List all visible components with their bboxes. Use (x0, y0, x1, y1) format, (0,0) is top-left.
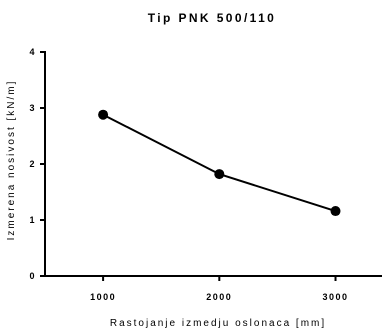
y-axis-label: Izmerena nosivost [kN/m] (6, 80, 17, 241)
x-tick-label: 2000 (206, 292, 232, 302)
y-tick-label: 3 (29, 103, 36, 113)
x-ticks: 1000 2000 3000 (90, 276, 349, 302)
data-point (214, 169, 225, 180)
x-axis-label: Rastojanje izmedju oslonaca [mm] (110, 318, 326, 329)
x-tick-label: 3000 (323, 292, 349, 302)
chart-title: Tip PNK 500/110 (148, 11, 277, 25)
data-point (330, 206, 341, 217)
x-tick-label: 1000 (90, 292, 116, 302)
series-line (102, 113, 336, 212)
y-tick-label: 4 (29, 47, 36, 57)
y-tick-label: 2 (29, 159, 36, 169)
series-group (98, 109, 341, 217)
y-tick-label: 1 (29, 215, 36, 225)
y-ticks: 0 1 2 3 4 (29, 47, 45, 281)
data-point (98, 109, 109, 120)
y-tick-label: 0 (29, 271, 36, 281)
